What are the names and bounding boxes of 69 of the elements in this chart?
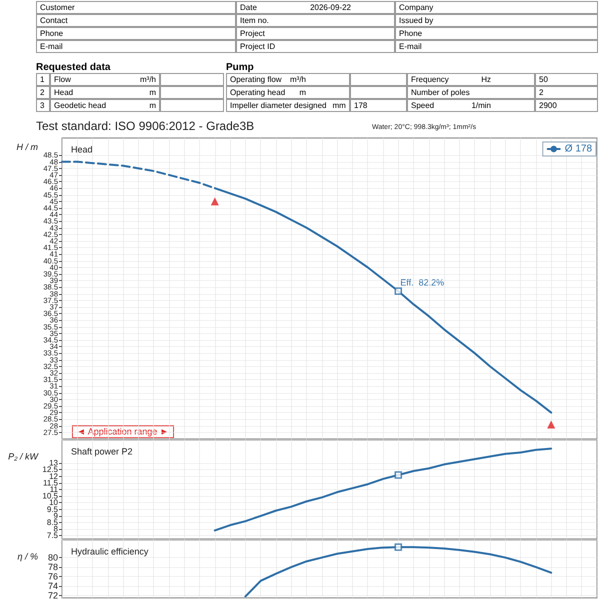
text: 50 bbox=[539, 75, 548, 84]
point bbox=[394, 287, 402, 295]
y-tick-label: 11 bbox=[50, 485, 59, 494]
y-tick-label: 12 bbox=[49, 472, 59, 481]
annotation: ◄ Application range ► bbox=[76, 426, 169, 437]
text: 3 bbox=[40, 101, 44, 110]
text: 178 bbox=[354, 101, 368, 110]
y-tick-label: 80 bbox=[48, 552, 58, 563]
y-axis-title: H / m bbox=[16, 142, 38, 152]
text: Speed bbox=[411, 101, 434, 110]
text: Issued by bbox=[399, 16, 434, 25]
y-tick-label: 72 bbox=[48, 590, 58, 600]
text: m³/h bbox=[289, 75, 306, 84]
text: m bbox=[148, 88, 156, 97]
text: Project ID bbox=[240, 42, 276, 51]
text: Geodetic head bbox=[54, 101, 106, 110]
y-tick-label: 8.5 bbox=[46, 518, 59, 527]
text: Date bbox=[240, 3, 257, 12]
text: Customer bbox=[40, 3, 75, 12]
text: Project bbox=[240, 29, 265, 38]
text: m³/h bbox=[139, 75, 156, 84]
y-tick-label: 78 bbox=[48, 562, 58, 572]
text: Item no. bbox=[240, 16, 269, 25]
text: 1/min bbox=[470, 101, 491, 110]
y-tick-label: 76 bbox=[48, 572, 58, 582]
text: mm bbox=[332, 101, 346, 110]
text: Flow bbox=[54, 75, 71, 84]
legend-label: Ø 178 bbox=[564, 144, 592, 154]
text: Test standard: ISO 9906:2012 - Grade3B bbox=[36, 119, 254, 133]
point bbox=[210, 197, 219, 206]
y-axis-title: P₂ / kW bbox=[8, 452, 40, 462]
y-tick-label: 13 bbox=[49, 458, 59, 468]
point bbox=[547, 420, 556, 428]
text: E-mail bbox=[40, 42, 63, 51]
text: 2026-09-22 bbox=[309, 3, 351, 12]
text: Shaft power P2 bbox=[71, 446, 133, 456]
text: 2 bbox=[40, 88, 44, 97]
y-tick-label: 74 bbox=[48, 581, 58, 592]
text: 1 bbox=[40, 75, 44, 84]
line-series bbox=[214, 448, 552, 532]
y-tick-label: 10 bbox=[49, 498, 59, 508]
text: Requested data bbox=[36, 62, 110, 73]
text: E-mail bbox=[399, 42, 422, 51]
text: Number of poles bbox=[411, 88, 470, 97]
text: Company bbox=[399, 3, 434, 12]
y-axis-title: η / % bbox=[17, 552, 38, 562]
text: Hz bbox=[480, 75, 491, 84]
text: 2 bbox=[539, 88, 544, 97]
y-tick-label: 11.5 bbox=[43, 478, 59, 488]
text: Head bbox=[71, 144, 93, 154]
text: Phone bbox=[399, 29, 422, 38]
text: Phone bbox=[40, 29, 64, 38]
text: m bbox=[298, 88, 306, 97]
text: Contact bbox=[40, 16, 68, 25]
text: Impeller diameter designed bbox=[230, 101, 326, 110]
y-tick-label: 8 bbox=[54, 524, 59, 534]
text: Hydraulic efficiency bbox=[71, 546, 149, 556]
text: Frequency bbox=[411, 75, 449, 84]
text: Pump bbox=[226, 62, 254, 73]
text: 2900 bbox=[539, 101, 557, 110]
annotation: Eff. 82.2% bbox=[400, 278, 444, 288]
y-tick-label: 7.5 bbox=[46, 531, 59, 540]
text: Head bbox=[54, 88, 74, 97]
y-tick-label: 9.5 bbox=[46, 504, 59, 514]
y-tick-label: 9 bbox=[54, 511, 59, 520]
text: m bbox=[148, 101, 156, 110]
text: Operating flow bbox=[230, 75, 282, 84]
text: Operating head bbox=[230, 88, 286, 97]
y-tick-label: 12.5 bbox=[42, 465, 59, 474]
